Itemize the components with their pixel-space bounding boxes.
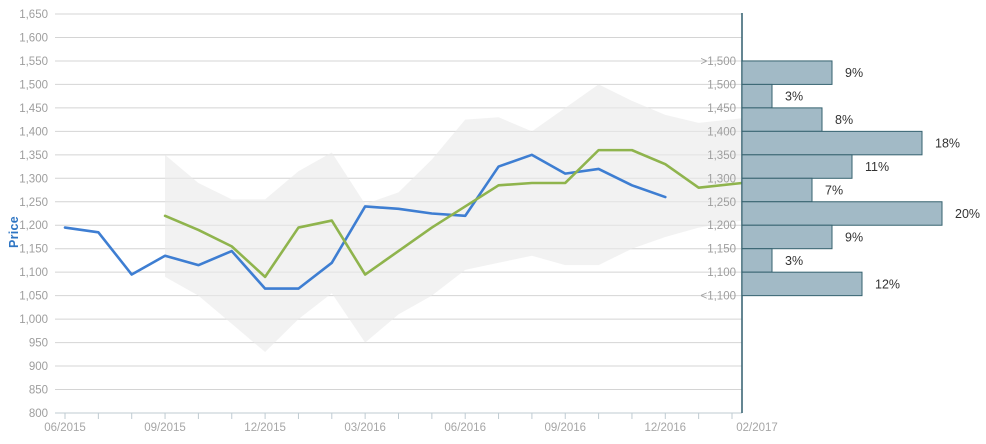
y-axis-tick-label: 1,350 xyxy=(19,150,48,162)
histogram-bar xyxy=(741,60,833,85)
histogram-percent-label: 12% xyxy=(875,277,900,291)
histogram-bar xyxy=(741,224,833,250)
histogram-percent-label: 9% xyxy=(845,230,863,244)
y-axis-tick-label: 1,050 xyxy=(19,291,48,303)
x-axis-label: 09/2015 xyxy=(144,422,186,434)
histogram-bar xyxy=(741,154,853,179)
y-axis-tick-label: 1,600 xyxy=(19,32,48,44)
histogram-bin-label: 1,300 xyxy=(707,173,736,185)
x-axis-label: 03/2016 xyxy=(344,422,386,434)
forecast-price-line xyxy=(163,148,744,279)
histogram-bar xyxy=(741,201,943,226)
histogram-bar xyxy=(741,177,813,203)
histogram-percent-label: 20% xyxy=(955,207,980,221)
histogram-bar xyxy=(741,248,773,273)
histogram-bar xyxy=(741,107,823,132)
y-axis-tick-label: 1,000 xyxy=(19,314,48,326)
y-axis-tick-label: 1,250 xyxy=(19,197,48,209)
x-axis-label: 02/2017 xyxy=(736,422,778,434)
histogram-percent-label: 18% xyxy=(935,137,960,151)
x-axis-label: 12/2016 xyxy=(645,422,687,434)
forecast-range-band xyxy=(165,84,743,352)
histogram-bar xyxy=(741,83,773,109)
y-axis-tick-label: 1,100 xyxy=(19,267,48,279)
x-axis-label: 06/2016 xyxy=(444,422,486,434)
histogram-bin-label: <1,100 xyxy=(701,291,737,303)
x-axis-label: 09/2016 xyxy=(544,422,586,434)
y-axis-tick-label: 800 xyxy=(29,408,48,420)
x-axis-label: 06/2015 xyxy=(44,422,86,434)
y-axis-tick-label: 1,200 xyxy=(19,220,48,232)
histogram-bin-label: 1,100 xyxy=(707,267,736,279)
actual-price-line xyxy=(63,153,667,290)
histogram-bin-label: 1,350 xyxy=(707,150,736,162)
histogram-bin-label: 1,200 xyxy=(707,220,736,232)
histogram-percent-label: 8% xyxy=(835,113,853,127)
y-axis-tick-label: 1,400 xyxy=(19,126,48,138)
y-axis-tick-label: 1,300 xyxy=(19,173,48,185)
histogram-percent-label: 3% xyxy=(785,90,803,104)
histogram-bin-label: 1,400 xyxy=(707,126,736,138)
y-axis-tick-label: 850 xyxy=(29,385,48,397)
histogram-bar xyxy=(741,271,863,297)
y-axis-tick-label: 1,150 xyxy=(19,244,48,256)
y-axis-tick-label: 1,650 xyxy=(19,9,48,21)
histogram-bin-label: 1,500 xyxy=(707,79,736,91)
y-axis-tick-label: 1,500 xyxy=(19,79,48,91)
histogram-bin-label: 1,450 xyxy=(707,103,736,115)
y-axis-tick-label: 1,450 xyxy=(19,103,48,115)
histogram-percent-label: 7% xyxy=(825,184,843,198)
x-axis-label: 12/2015 xyxy=(244,422,286,434)
histogram-bar xyxy=(741,130,923,156)
histogram-bin-label: >1,500 xyxy=(701,56,737,68)
histogram-bin-label: 1,150 xyxy=(707,244,736,256)
histogram-percent-label: 9% xyxy=(845,66,863,80)
y-axis-tick-label: 1,550 xyxy=(19,56,48,68)
histogram-percent-label: 11% xyxy=(865,160,889,174)
histogram-percent-label: 3% xyxy=(785,254,803,268)
y-axis-tick-label: 950 xyxy=(29,338,48,350)
y-axis-tick-label: 900 xyxy=(29,361,48,373)
histogram-bin-label: 1,250 xyxy=(707,197,736,209)
